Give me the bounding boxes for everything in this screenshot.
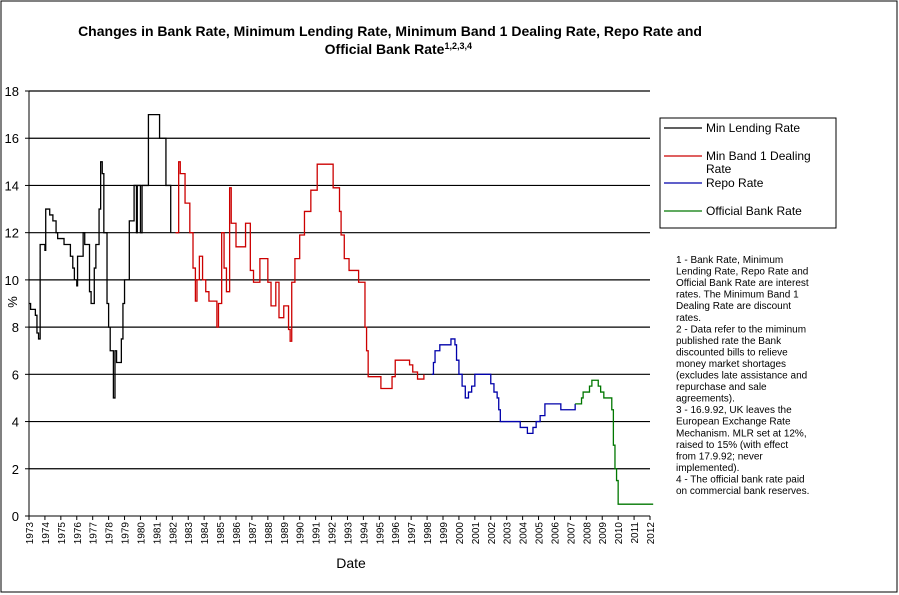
footnote-line: implemented).	[676, 463, 739, 474]
x-tick-label: 2010	[614, 522, 625, 545]
x-tick-label: 2011	[630, 522, 641, 544]
x-tick-label: 1988	[264, 522, 275, 545]
legend-label: Min Band 1 Dealing	[706, 149, 811, 163]
y-tick-label: 12	[5, 226, 19, 241]
footnote-line: agreements).	[676, 394, 735, 405]
x-tick-label: 2009	[598, 522, 609, 545]
legend-label: Repo Rate	[706, 176, 764, 190]
x-tick-label: 2012	[646, 522, 657, 545]
chart-title-line2: Official Bank Rate1,2,3,4	[325, 41, 472, 57]
footnote-line: money market shortages	[676, 359, 786, 370]
footnote-line: 2 - Data refer to the miminum	[676, 324, 806, 335]
y-tick-label: 4	[12, 415, 19, 430]
x-tick-label: 1973	[25, 522, 36, 545]
legend-label: Official Bank Rate	[706, 204, 802, 218]
x-tick-label: 1992	[328, 522, 339, 545]
footnote-line: on commercial bank reserves.	[676, 486, 809, 497]
x-tick-label: 2003	[503, 522, 514, 545]
series-line-min-band-1-dealing-rate	[175, 161, 425, 390]
legend-label: Rate	[706, 162, 732, 176]
footnote-line: rates.	[676, 313, 701, 324]
footnote-line: European Exchange Rate	[676, 417, 791, 428]
y-tick-label: 16	[5, 131, 19, 146]
footnote-line: 3 - 16.9.92, UK leaves the	[676, 405, 792, 416]
footnote-line: raised to 15% (with effect	[676, 440, 788, 451]
legend-label: Min Lending Rate	[706, 121, 800, 135]
chart-title-line2-text: Official Bank Rate	[325, 41, 445, 57]
legend-box	[659, 117, 837, 229]
x-tick-label: 1991	[312, 522, 323, 545]
x-tick-label: 2007	[566, 522, 577, 545]
footnote-line: from 17.9.92; never	[676, 451, 763, 462]
y-tick-label: 2	[12, 462, 19, 477]
x-tick-label: 1986	[232, 522, 243, 545]
x-tick-label: 1999	[439, 522, 450, 545]
y-tick-label: 6	[12, 367, 19, 382]
x-tick-label: 1977	[89, 522, 100, 545]
x-tick-label: 2001	[471, 522, 482, 545]
series-line-official-bank-rate	[575, 379, 654, 505]
x-tick-label: 2004	[519, 522, 530, 545]
chart-title: Changes in Bank Rate, Minimum Lending Ra…	[78, 23, 702, 39]
x-tick-label: 1979	[121, 522, 132, 545]
footnote-line: Mechanism. MLR set at 12%,	[676, 428, 807, 439]
footnote-line: 4 - The official bank rate paid	[676, 474, 805, 485]
y-axis-label: %	[5, 296, 20, 308]
series-line-repo-rate	[431, 338, 576, 435]
x-tick-label: 2002	[487, 522, 498, 545]
x-tick-label: 1989	[280, 522, 291, 545]
footnote-line: repurchase and sale	[676, 382, 767, 393]
footnote-line: Official Bank Rate are interest	[676, 278, 809, 289]
x-tick-label: 1976	[73, 522, 84, 545]
x-tick-label: 1975	[57, 522, 68, 545]
footnote-line: Lending Rate, Repo Rate and	[676, 267, 808, 278]
x-tick-label: 2006	[550, 522, 561, 545]
x-tick-label: 2000	[455, 522, 466, 545]
footnote-line: 1 - Bank Rate, Minimum	[676, 255, 783, 266]
x-tick-label: 1996	[391, 522, 402, 545]
x-axis-label: Date	[336, 555, 366, 571]
x-tick-label: 2005	[535, 522, 546, 545]
footnote-line: (excludes late assistance and	[676, 371, 807, 382]
x-tick-label: 1978	[105, 522, 116, 545]
x-tick-label: 1987	[248, 522, 259, 545]
y-tick-label: 10	[5, 273, 19, 288]
x-tick-label: 1994	[359, 522, 370, 545]
footnote-line: discounted bills to relieve	[676, 347, 788, 358]
series-line-min-lending-rate	[29, 113, 172, 399]
x-tick-label: 2008	[582, 522, 593, 545]
x-tick-label: 1997	[407, 522, 418, 545]
y-tick-label: 8	[12, 320, 19, 335]
x-tick-label: 1995	[375, 522, 386, 545]
chart-title-superscript: 1,2,3,4	[444, 41, 472, 51]
x-tick-label: 1993	[343, 522, 354, 545]
x-tick-label: 1984	[200, 522, 211, 545]
x-tick-label: 1982	[168, 522, 179, 545]
y-tick-label: 18	[5, 84, 19, 99]
x-tick-label: 1983	[184, 522, 195, 545]
x-tick-label: 1981	[152, 522, 163, 545]
x-tick-label: 1980	[136, 522, 147, 545]
x-tick-label: 1990	[296, 522, 307, 545]
footnote-line: rates. The Minimum Band 1	[676, 290, 799, 301]
footnote-line: published rate the Bank	[676, 336, 782, 347]
x-tick-label: 1985	[216, 522, 227, 545]
x-tick-label: 1974	[41, 522, 52, 545]
y-tick-label: 0	[12, 509, 19, 524]
footnote-line: Dealing Rate are discount	[676, 301, 791, 312]
y-tick-label: 14	[5, 178, 19, 193]
x-tick-label: 1998	[423, 522, 434, 545]
